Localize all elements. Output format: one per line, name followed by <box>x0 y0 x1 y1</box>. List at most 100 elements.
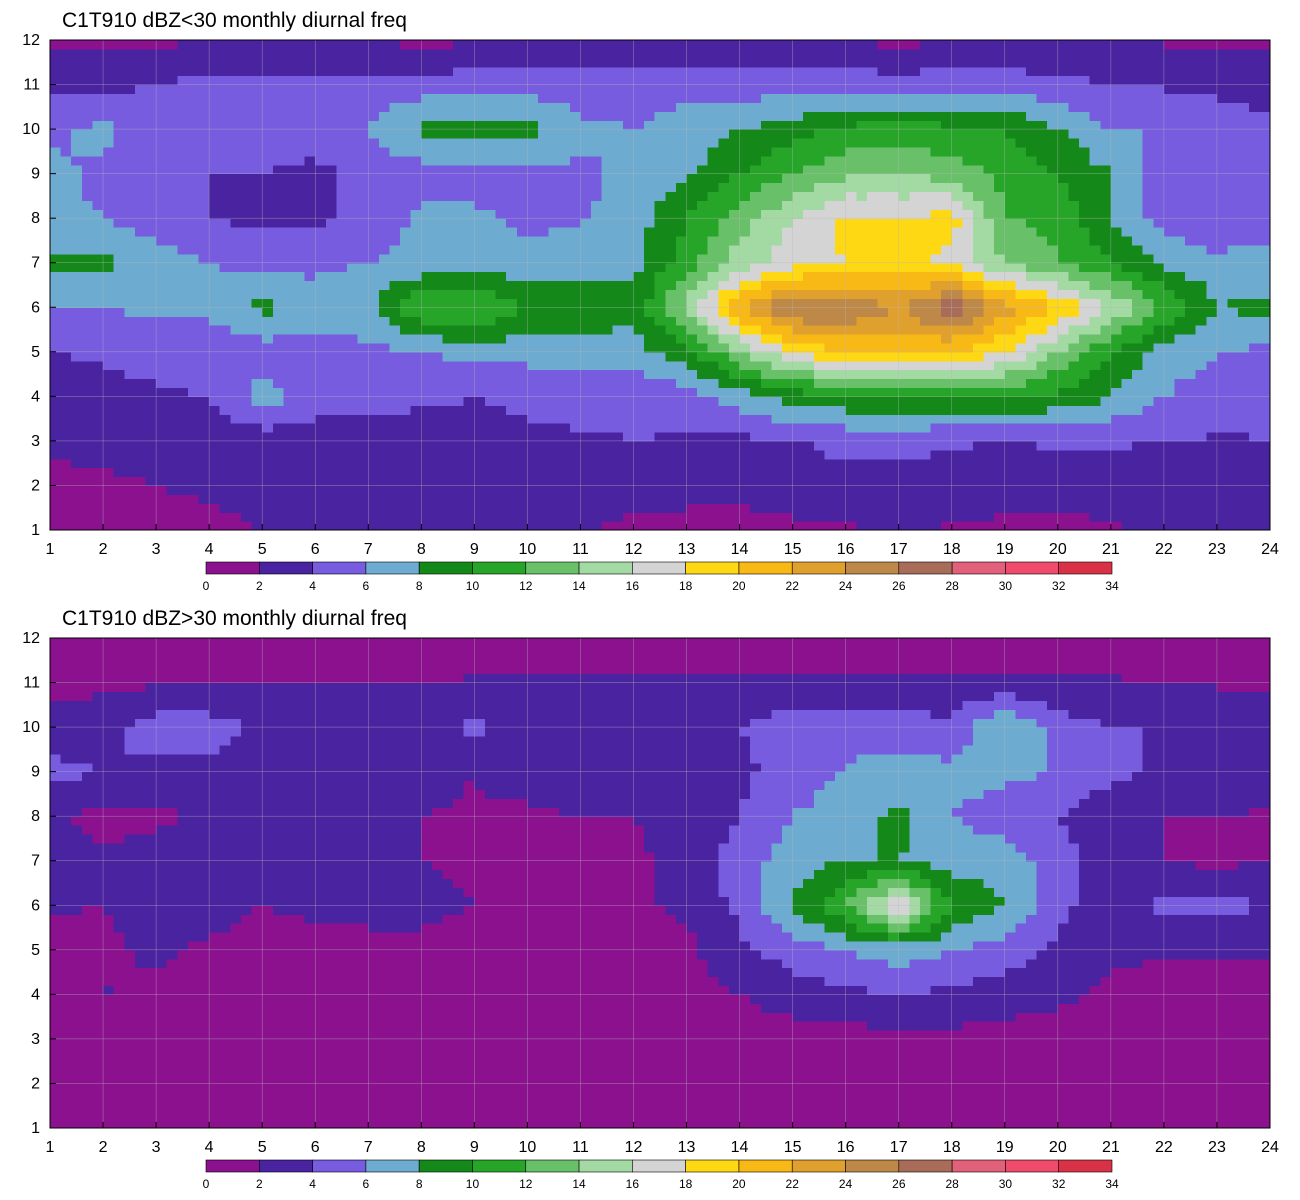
contour-cell <box>877 182 889 193</box>
contour-cell <box>1248 227 1260 237</box>
contour-cell <box>103 298 115 308</box>
contour-cell <box>60 503 72 513</box>
contour-cell <box>145 387 157 397</box>
contour-cell <box>262 164 274 175</box>
contour-cell <box>813 173 826 184</box>
contour-cell <box>1174 334 1186 344</box>
contour-cell <box>675 200 688 210</box>
contour-cell <box>835 387 847 397</box>
contour-cell <box>92 325 104 335</box>
contour-cell <box>60 476 72 487</box>
contour-cell <box>1153 503 1165 513</box>
contour-cell <box>156 209 168 219</box>
contour-cell <box>644 476 656 487</box>
contour-cell <box>1259 512 1271 522</box>
contour-cell <box>1100 378 1112 389</box>
contour-cell <box>877 396 889 406</box>
contour-cell <box>1004 298 1016 308</box>
contour-cell <box>145 485 157 495</box>
contour-cell <box>728 449 741 460</box>
contour-cell <box>1079 325 1091 335</box>
contour-cell <box>866 173 879 184</box>
contour-cell <box>336 485 348 495</box>
contour-cell <box>315 405 327 415</box>
contour-cell <box>1047 432 1059 442</box>
contour-cell <box>1110 396 1123 406</box>
contour-cell <box>1089 236 1101 246</box>
contour-cell <box>962 512 974 522</box>
contour-cell <box>1216 494 1229 504</box>
contour-cell <box>145 458 157 469</box>
contour-cell <box>739 155 751 166</box>
contour-cell <box>569 244 582 255</box>
contour-cell <box>707 155 719 166</box>
contour-cell <box>665 155 677 166</box>
contour-cell <box>866 155 879 166</box>
contour-cell <box>262 494 274 504</box>
contour-cell <box>750 262 762 273</box>
contour-cell <box>378 164 391 175</box>
contour-cell <box>750 458 762 469</box>
contour-cell <box>898 405 910 415</box>
contour-cell <box>1238 280 1250 291</box>
contour-cell <box>50 369 62 380</box>
contour-cell <box>877 494 889 504</box>
contour-cell <box>209 414 221 424</box>
contour-cell <box>877 316 889 326</box>
contour-cell <box>792 378 804 389</box>
contour-cell <box>230 325 242 335</box>
contour-cell <box>1259 369 1271 380</box>
contour-cell <box>304 227 316 237</box>
contour-cell <box>962 236 974 246</box>
contour-cell <box>177 521 189 531</box>
contour-cell <box>1132 227 1144 237</box>
contour-cell <box>357 467 369 478</box>
contour-cell <box>1121 191 1133 201</box>
contour-cell <box>803 378 815 389</box>
contour-cell <box>686 262 698 273</box>
contour-cell <box>983 369 995 380</box>
contour-cell <box>1174 244 1186 255</box>
contour-cell <box>495 164 507 175</box>
contour-cell <box>750 209 762 219</box>
contour-cell <box>410 440 422 451</box>
contour-cell <box>315 200 327 210</box>
contour-cell <box>845 227 857 237</box>
contour-cell <box>1121 316 1133 326</box>
contour-cell <box>198 191 210 201</box>
contour-cell <box>484 414 497 424</box>
contour-cell <box>1047 378 1059 389</box>
contour-cell <box>400 432 412 442</box>
contour-cell <box>209 512 221 522</box>
contour-cell <box>230 423 242 433</box>
contour-cell <box>240 227 253 237</box>
contour-cell <box>378 440 391 451</box>
contour-cell <box>357 236 369 246</box>
contour-cell <box>92 378 104 389</box>
contour-cell <box>898 449 910 460</box>
contour-cell <box>548 485 560 495</box>
contour-cell <box>707 253 719 264</box>
contour-cell <box>1216 432 1229 442</box>
contour-cell <box>994 521 1006 531</box>
contour-cell <box>219 449 231 460</box>
contour-cell <box>548 351 560 362</box>
contour-cell <box>177 200 189 210</box>
contour-cell <box>1238 449 1250 460</box>
contour-cell <box>792 236 804 246</box>
contour-cell <box>134 414 147 424</box>
contour-cell <box>1036 360 1048 371</box>
contour-cell <box>453 307 465 317</box>
contour-cell <box>1132 405 1144 415</box>
contour-cell <box>591 458 603 469</box>
contour-cell <box>718 405 730 415</box>
contour-cell <box>1026 342 1038 353</box>
contour-cell <box>771 476 783 487</box>
contour-cell <box>230 503 242 513</box>
contour-cell <box>941 334 953 344</box>
contour-cell <box>994 289 1006 299</box>
contour-cell <box>166 414 178 424</box>
contour-cell <box>951 360 963 371</box>
contour-cell <box>506 423 518 433</box>
contour-cell <box>559 387 571 397</box>
